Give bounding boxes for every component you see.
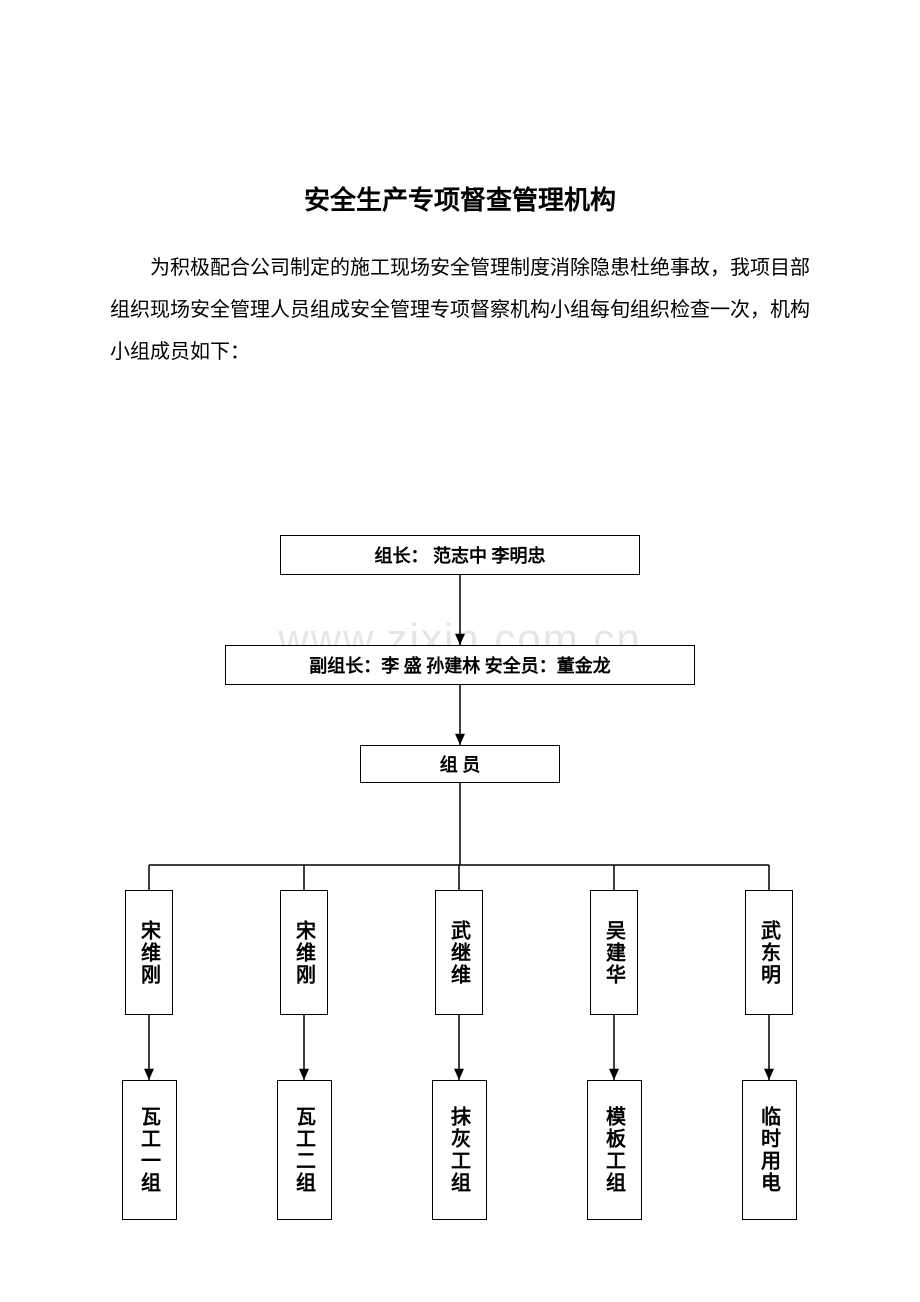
box-team-0: 瓦工一组 <box>122 1080 177 1220</box>
org-chart: 组长： 范志中 李明忠副组长：李 盛 孙建林 安全员：董金龙组 员宋维刚瓦工一组… <box>0 535 920 1235</box>
box-member-0: 宋维刚 <box>125 890 173 1015</box>
intro-paragraph: 为积极配合公司制定的施工现场安全管理制度消除隐患杜绝事故，我项目部组织现场安全管… <box>110 247 810 373</box>
box-member-2: 武继维 <box>435 890 483 1015</box>
intro-text: 为积极配合公司制定的施工现场安全管理制度消除隐患杜绝事故，我项目部组织现场安全管… <box>110 257 810 363</box>
box-member-3: 吴建华 <box>590 890 638 1015</box>
box-team-1: 瓦工二组 <box>277 1080 332 1220</box>
box-team-3: 模板工组 <box>587 1080 642 1220</box>
document-title: 安全生产专项督查管理机构 <box>110 180 810 217</box>
box-members-label: 组 员 <box>360 745 560 783</box>
box-team-2: 抹灰工组 <box>432 1080 487 1220</box>
box-leader: 组长： 范志中 李明忠 <box>280 535 640 575</box>
box-member-1: 宋维刚 <box>280 890 328 1015</box>
box-deputy: 副组长：李 盛 孙建林 安全员：董金龙 <box>225 645 695 685</box>
box-member-4: 武东明 <box>745 890 793 1015</box>
box-team-4: 临时用电 <box>742 1080 797 1220</box>
